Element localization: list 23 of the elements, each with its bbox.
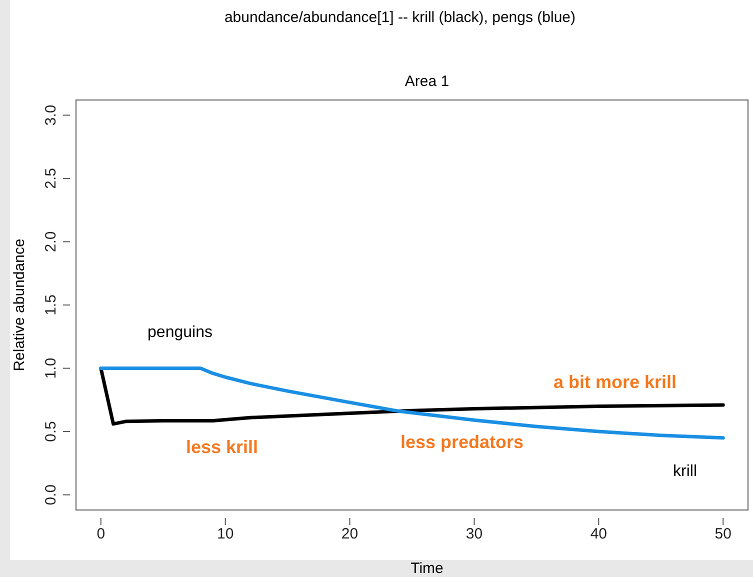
y-tick-label: 0.5 <box>42 421 60 442</box>
x-tick-label: 30 <box>466 526 483 543</box>
x-tick-label: 10 <box>216 526 234 543</box>
y-tick-label: 0.0 <box>42 484 60 506</box>
chart-title: abundance/abundance[1] -- krill (black), pengs (blue) <box>224 9 576 26</box>
line-series <box>99 366 725 426</box>
annotation: penguins <box>148 324 212 341</box>
annotation: a bit more krill <box>553 372 677 392</box>
y-tick-label: 1.5 <box>42 294 60 316</box>
x-tick-label: 40 <box>590 526 608 543</box>
annotation: less krill <box>186 437 258 457</box>
chart-subtitle: Area 1 <box>404 73 450 90</box>
y-tick-label: 2.5 <box>42 168 60 189</box>
annotation: krill <box>673 463 697 480</box>
x-axis-title: Time <box>410 560 444 577</box>
y-tick-label: 3.0 <box>42 104 60 126</box>
x-tick-label: 0 <box>96 526 106 543</box>
x-tick-label: 20 <box>341 526 358 543</box>
y-tick-label: 2.0 <box>42 231 60 252</box>
x-tick-label: 50 <box>714 526 732 543</box>
annotation: less predators <box>400 432 524 452</box>
y-tick-label: 1.0 <box>42 358 60 379</box>
y-axis-title: Relative abundance <box>11 238 28 372</box>
